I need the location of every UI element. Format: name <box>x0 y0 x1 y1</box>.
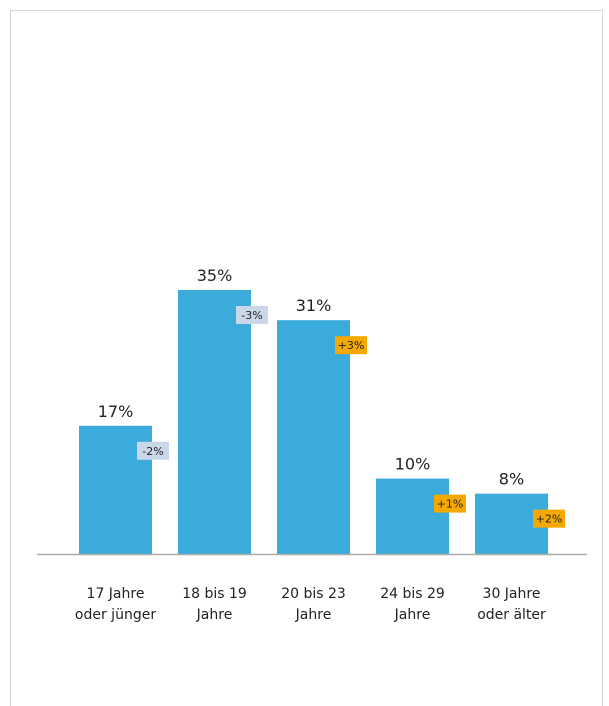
chart-frame <box>10 10 603 706</box>
category-label-3-0: 24 bis 29 <box>380 586 445 602</box>
category-label-0-1: oder jünger <box>75 607 156 623</box>
value-label-0: 17% <box>98 402 134 421</box>
bar-2 <box>277 320 350 554</box>
value-label-1: 35% <box>197 266 233 285</box>
value-label-3: 10% <box>395 455 431 474</box>
bar-1 <box>178 290 251 554</box>
change-label-4: +2% <box>536 513 563 526</box>
category-label-4-0: 30 Jahre <box>483 586 541 602</box>
category-label-2-0: 20 bis 23 <box>281 586 346 602</box>
category-label-1-0: 18 bis 19 <box>182 586 247 602</box>
change-label-0: -2% <box>142 445 163 458</box>
category-label-1-1: Jahre <box>196 607 233 623</box>
category-label-3-1: Jahre <box>394 607 431 623</box>
change-badge-3 <box>434 494 466 513</box>
change-badge-2 <box>335 336 367 355</box>
change-badge-4 <box>533 509 565 528</box>
change-badge-1 <box>236 306 268 324</box>
category-label-4-1: oder älter <box>477 607 546 623</box>
change-label-1: -3% <box>241 309 262 322</box>
value-label-4: 8% <box>499 470 524 489</box>
category-label-0-0: 17 Jahre <box>87 586 145 602</box>
value-label-2: 31% <box>296 296 332 315</box>
change-label-2: +3% <box>338 339 365 352</box>
change-badge-0 <box>137 441 169 460</box>
change-label-3: +1% <box>437 498 464 511</box>
category-label-2-1: Jahre <box>295 607 332 623</box>
bar-3 <box>376 478 449 554</box>
